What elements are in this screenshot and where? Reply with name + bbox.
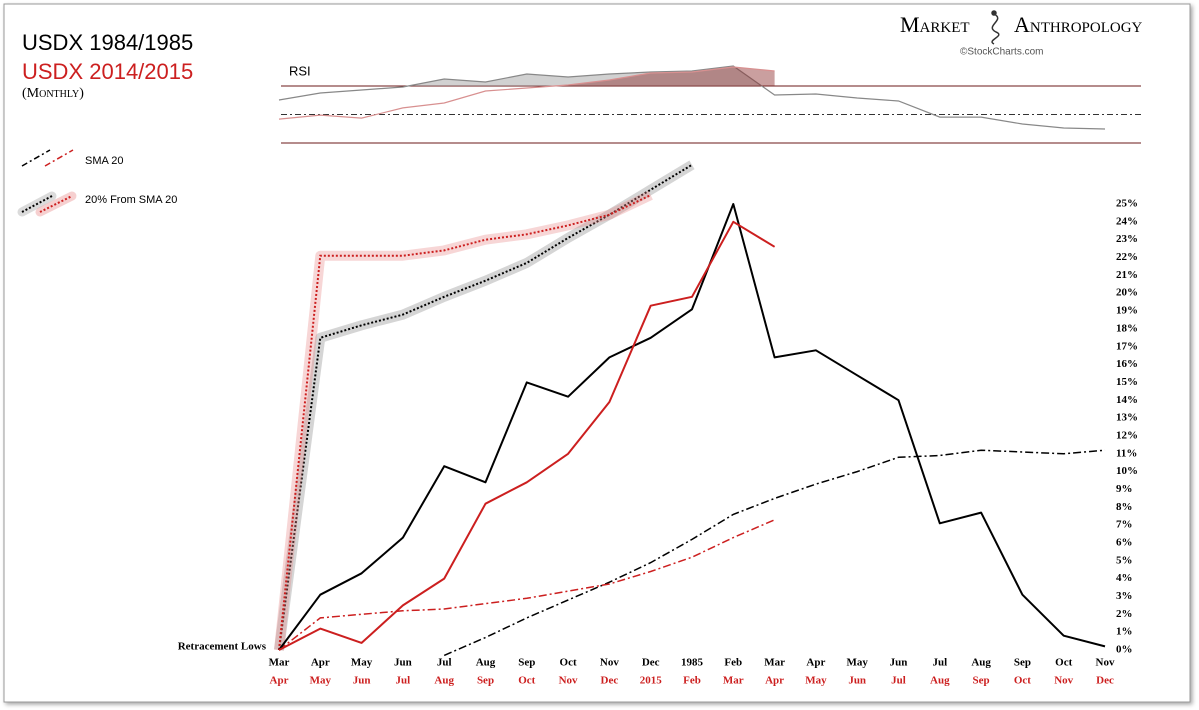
frame	[3, 3, 1191, 703]
x-tick-label: Aug	[930, 675, 950, 687]
x-tick-label: Jun	[394, 657, 412, 669]
x-tick-label: Dec	[601, 675, 619, 687]
x-tick-label: Oct	[518, 675, 535, 687]
rsi-line	[278, 66, 775, 120]
y-tick-label: 22%	[1116, 251, 1138, 263]
y-tick-label: 9%	[1116, 483, 1133, 495]
series-label: USDX 2014/2015	[22, 59, 193, 84]
x-tick-label: Sep	[973, 675, 990, 687]
credit: ©StockCharts.com	[960, 47, 1044, 58]
y-tick-label: 21%	[1116, 269, 1138, 281]
x-tick-label: Jul	[891, 675, 906, 687]
x-tick-label: Aug	[476, 657, 496, 669]
x-tick-label: Oct	[1014, 675, 1031, 687]
brand: Market	[900, 12, 970, 37]
x-tick-label: Mar	[723, 675, 744, 687]
legend-swatch	[44, 149, 74, 167]
x-tick-label: Sep	[1014, 657, 1031, 669]
y-tick-label: 3%	[1116, 590, 1133, 602]
rsi-label: RSI	[289, 63, 311, 78]
x-tick-label: May	[351, 657, 373, 669]
brand: Anthropology	[1014, 12, 1143, 37]
envelope-glow	[274, 160, 695, 651]
legend-label: SMA 20	[85, 155, 124, 167]
x-tick-label: Apr	[270, 675, 289, 687]
y-tick-label: 16%	[1116, 358, 1138, 370]
y-tick-label: 19%	[1116, 305, 1138, 317]
y-tick-label: 6%	[1116, 536, 1133, 548]
x-tick-label: Jul	[396, 675, 411, 687]
x-tick-label: Nov	[559, 675, 578, 687]
x-tick-label: Apr	[806, 657, 825, 669]
x-tick-label: Jun	[353, 675, 371, 687]
brand-icon	[991, 10, 1000, 45]
y-tick-label: 4%	[1116, 572, 1133, 584]
x-tick-label: Mar	[764, 657, 785, 669]
x-tick-label: 2015	[640, 675, 663, 687]
annotation: Retracement Lows	[178, 641, 267, 653]
x-tick-label: Aug	[971, 657, 991, 669]
rsi-line	[278, 65, 1106, 130]
y-tick-label: 5%	[1116, 554, 1133, 566]
x-tick-label: Oct	[1055, 657, 1072, 669]
x-tick-label: Feb	[724, 657, 742, 669]
x-tick-label: May	[310, 675, 332, 687]
x-tick-label: May	[805, 675, 827, 687]
rsi-area	[279, 66, 1105, 86]
y-tick-label: 0%	[1116, 644, 1133, 656]
sma-line	[278, 519, 775, 651]
rsi-area	[279, 67, 775, 86]
x-tick-label: Jul	[437, 657, 452, 669]
y-tick-label: 24%	[1116, 215, 1138, 227]
x-tick-label: 1985	[681, 657, 704, 669]
series-label: USDX 1984/1985	[22, 30, 193, 55]
y-tick-label: 13%	[1116, 412, 1138, 424]
legend-label: 20% From SMA 20	[85, 194, 177, 206]
x-tick-label: Nov	[600, 657, 619, 669]
sma-line	[443, 449, 1106, 657]
y-tick-label: 10%	[1116, 465, 1138, 477]
price-line	[278, 220, 776, 651]
y-tick-label: 12%	[1116, 429, 1138, 441]
y-tick-label: 2%	[1116, 608, 1133, 620]
legend-swatch	[39, 195, 73, 213]
envelope-line	[278, 194, 652, 651]
legend-swatch	[21, 195, 53, 213]
x-tick-label: Feb	[683, 675, 701, 687]
x-tick-label: Mar	[269, 657, 290, 669]
x-tick-label: Nov	[1054, 675, 1073, 687]
note: (Monthly)	[22, 86, 84, 101]
y-tick-label: 15%	[1116, 376, 1138, 388]
x-tick-label: Apr	[765, 675, 784, 687]
x-tick-label: Jun	[890, 657, 908, 669]
y-tick-label: 23%	[1116, 233, 1138, 245]
x-tick-label: Nov	[1096, 657, 1115, 669]
x-tick-label: May	[847, 657, 869, 669]
y-tick-label: 14%	[1116, 394, 1138, 406]
y-tick-label: 18%	[1116, 322, 1138, 334]
x-tick-label: Sep	[477, 675, 494, 687]
x-tick-label: Apr	[311, 657, 330, 669]
x-tick-label: Dec	[1096, 675, 1114, 687]
x-tick-label: Jul	[932, 657, 947, 669]
x-tick-label: Oct	[560, 657, 577, 669]
x-tick-label: Dec	[642, 657, 660, 669]
y-tick-label: 7%	[1116, 519, 1133, 531]
y-tick-label: 11%	[1116, 447, 1137, 459]
y-tick-label: 25%	[1116, 198, 1138, 210]
y-tick-label: 1%	[1116, 626, 1133, 638]
x-tick-label: Sep	[518, 657, 535, 669]
x-tick-label: Aug	[434, 675, 454, 687]
price-line	[278, 203, 1106, 651]
y-tick-label: 20%	[1116, 287, 1138, 299]
legend-swatch	[21, 149, 51, 167]
x-tick-label: Jun	[848, 675, 866, 687]
y-tick-label: 8%	[1116, 501, 1133, 513]
y-tick-label: 17%	[1116, 340, 1138, 352]
